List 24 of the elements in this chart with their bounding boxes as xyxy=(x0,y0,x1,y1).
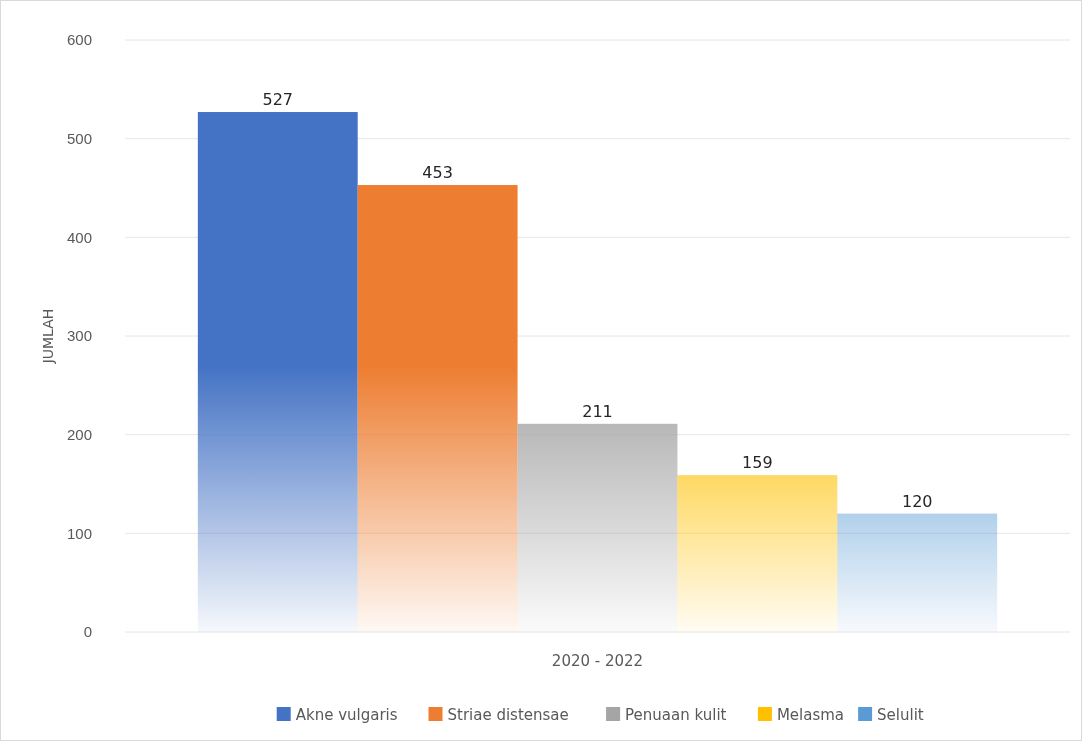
x-axis-title: 2020 - 2022 xyxy=(551,652,644,670)
bar xyxy=(197,112,358,632)
data-label: 159 xyxy=(742,453,773,473)
legend-label: Akne vulgaris xyxy=(295,706,398,724)
y-tick-label: 600 xyxy=(66,31,92,49)
legend-label: Penuaan kulit xyxy=(625,706,727,724)
y-tick-label: 300 xyxy=(66,327,92,345)
y-axis-title: JUMLAH xyxy=(40,308,56,365)
legend-label: Melasma xyxy=(776,706,845,724)
bar xyxy=(837,513,998,632)
y-tick-label: 0 xyxy=(83,623,92,641)
bar xyxy=(357,185,518,632)
bar xyxy=(517,423,678,632)
y-tick-label: 200 xyxy=(66,425,92,443)
data-label: 527 xyxy=(262,90,294,110)
data-label: 453 xyxy=(422,163,453,183)
data-label: 120 xyxy=(901,491,933,511)
bar xyxy=(677,475,838,632)
legend-label: Striae distensae xyxy=(447,706,569,724)
y-tick-label: 500 xyxy=(66,129,92,147)
y-tick-label: 100 xyxy=(66,524,92,542)
data-label: 211 xyxy=(582,401,613,421)
legend-label: Selulit xyxy=(877,706,924,724)
y-tick-label: 400 xyxy=(66,228,92,246)
